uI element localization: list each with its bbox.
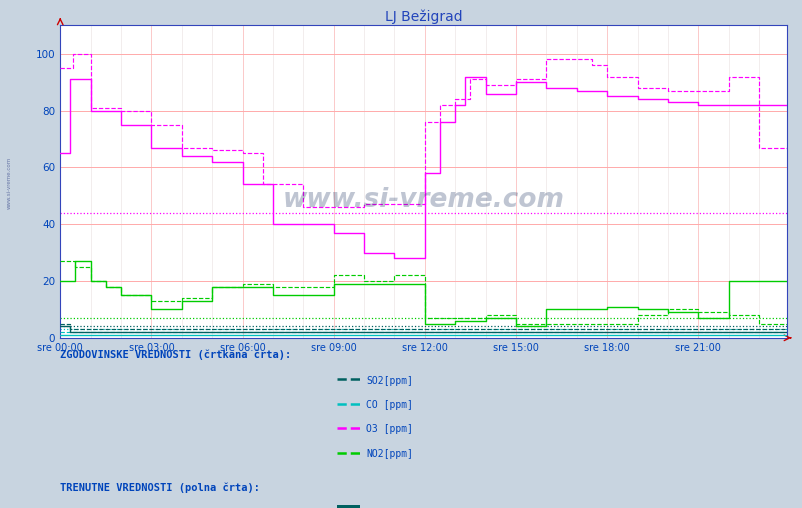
Text: www.si-vreme.com: www.si-vreme.com <box>282 187 564 213</box>
Text: CO [ppm]: CO [ppm] <box>366 400 413 410</box>
Text: TRENUTNE VREDNOSTI (polna črta):: TRENUTNE VREDNOSTI (polna črta): <box>60 483 260 493</box>
Text: ZGODOVINSKE VREDNOSTI (črtkana črta):: ZGODOVINSKE VREDNOSTI (črtkana črta): <box>60 350 291 360</box>
Text: SO2[ppm]: SO2[ppm] <box>366 375 413 386</box>
Title: LJ Bežigrad: LJ Bežigrad <box>384 10 462 24</box>
Text: NO2[ppm]: NO2[ppm] <box>366 449 413 459</box>
Text: O3 [ppm]: O3 [ppm] <box>366 424 413 434</box>
Text: www.si-vreme.com: www.si-vreme.com <box>7 157 12 209</box>
